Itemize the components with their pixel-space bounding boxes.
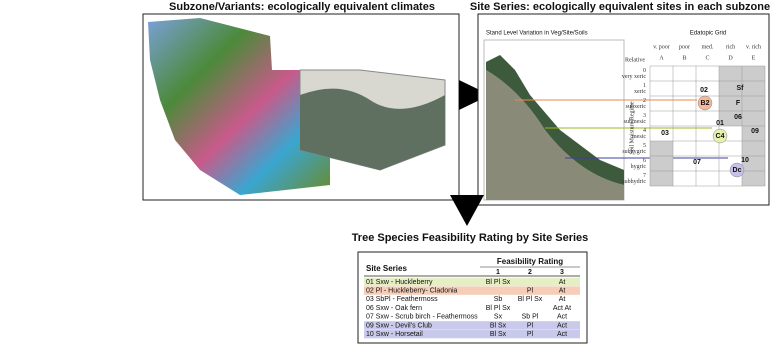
rating: Pl xyxy=(527,322,534,329)
rating: At xyxy=(559,288,566,295)
rating: Bl Sx xyxy=(490,331,507,338)
axis-label: Soil Moisture Regime xyxy=(629,101,635,154)
row-number: 2 xyxy=(643,98,646,104)
cell-label: 10 xyxy=(741,157,749,164)
rating-column: 1 xyxy=(496,269,500,276)
cell-marker xyxy=(712,128,728,144)
table-body: 1 2 3 01 Sxw - Huckleberry Bl Pl Sx At 02 Pl -… xyxy=(364,269,580,339)
rating: Pl xyxy=(527,331,534,338)
header-rating: Feasibility Rating xyxy=(497,257,563,266)
site-series: 09 Sxw - Devil's Club xyxy=(366,322,432,329)
cell-marker xyxy=(729,162,745,178)
profile-title: Stand Level Variation in Veg/Site/Soils xyxy=(486,31,588,37)
rating: Pl xyxy=(527,288,534,295)
map-image xyxy=(148,18,330,195)
row-highlight xyxy=(364,286,580,295)
rating: Act xyxy=(557,322,567,329)
rating: Act xyxy=(557,314,567,321)
cell-label: F xyxy=(736,100,741,107)
row-number: 4 xyxy=(643,128,646,134)
arrow-down xyxy=(450,195,484,226)
row-label: subhygric xyxy=(622,149,646,155)
row-label: xeric xyxy=(634,89,646,95)
cell-label: 09 xyxy=(751,128,759,135)
row-number: 7 xyxy=(643,173,646,179)
hillside xyxy=(486,70,624,200)
row-label: subxeric xyxy=(626,104,647,110)
rating: Bl Pl Sx xyxy=(486,305,511,312)
cell-marker xyxy=(697,95,713,111)
site-series: 06 Sxw - Oak fern xyxy=(366,305,422,312)
row-number: 5 xyxy=(643,143,646,149)
rating: At xyxy=(559,279,566,286)
cell-label: B2 xyxy=(701,100,710,107)
left-title: Subzone/Variants: ecologically equivalen… xyxy=(169,1,435,13)
forest xyxy=(486,55,624,185)
rating-column: 3 xyxy=(560,269,564,276)
rating: Bl Pl Sx xyxy=(518,296,543,303)
cell-label: 01 xyxy=(716,120,724,127)
grid-title: Edatopic Grid xyxy=(690,31,726,37)
column-letter: D xyxy=(728,55,733,61)
cell-label: Dc xyxy=(733,167,742,174)
cell-label: 03 xyxy=(661,130,669,137)
row-number: 1 xyxy=(643,83,646,89)
row-label: hygric xyxy=(631,164,647,170)
rating: Sb Pl xyxy=(522,314,539,321)
site-series: 10 Sxw - Horsetail xyxy=(366,331,423,338)
column-letter: B xyxy=(682,55,686,61)
row-number: 0 xyxy=(643,68,646,74)
right-title: Site Series: ecologically equivalent sit… xyxy=(470,1,770,13)
row-highlight xyxy=(364,321,580,330)
column-label: v. poor xyxy=(653,44,670,50)
rating-column: 2 xyxy=(528,269,532,276)
row-highlight xyxy=(364,329,580,339)
cell-label: Sf xyxy=(737,85,745,92)
terrain xyxy=(300,88,445,170)
site-series: 07 Sxw - Scrub birch - Feathermoss xyxy=(366,314,478,321)
relative-label: Relative xyxy=(625,57,645,63)
rating: Bl Pl Sx xyxy=(486,279,511,286)
row-number: 6 xyxy=(643,158,646,164)
cell-label: 02 xyxy=(700,87,708,94)
cell-label: C4 xyxy=(716,133,725,140)
row-label: subhydric xyxy=(622,179,646,185)
grid-shade xyxy=(650,141,673,186)
site-series: 02 Pl - Huckleberry- Cladonia xyxy=(366,288,458,295)
site-series: 03 SbPl - Feathermoss xyxy=(366,296,438,303)
rating: At xyxy=(559,296,566,303)
column-letter: C xyxy=(705,55,709,61)
column-letter: A xyxy=(659,55,664,61)
column-letter: E xyxy=(752,55,756,61)
row-number: 3 xyxy=(643,113,646,119)
rating: Act xyxy=(557,331,567,338)
site-series: 01 Sxw - Huckleberry xyxy=(366,279,433,286)
header-site-series: Site Series xyxy=(366,264,407,273)
rating: Bl Sx xyxy=(490,322,507,329)
column-label: poor xyxy=(679,44,690,50)
table-title: Tree Species Feasibility Rating by Site … xyxy=(352,232,589,244)
arrow-right xyxy=(459,80,490,110)
cell-label: 07 xyxy=(693,159,701,166)
column-label: rich xyxy=(726,44,735,50)
row-label: very xeric xyxy=(622,74,646,80)
cell-label: 06 xyxy=(734,114,742,121)
column-label: med. xyxy=(702,44,714,50)
row-highlight xyxy=(364,277,580,287)
row-label: submesic xyxy=(624,119,647,125)
column-label: v. rich xyxy=(746,44,761,50)
rating: Sx xyxy=(494,314,503,321)
rating: Act At xyxy=(553,305,571,312)
rating: Sb xyxy=(494,296,503,303)
row-label: mesic xyxy=(632,134,646,140)
